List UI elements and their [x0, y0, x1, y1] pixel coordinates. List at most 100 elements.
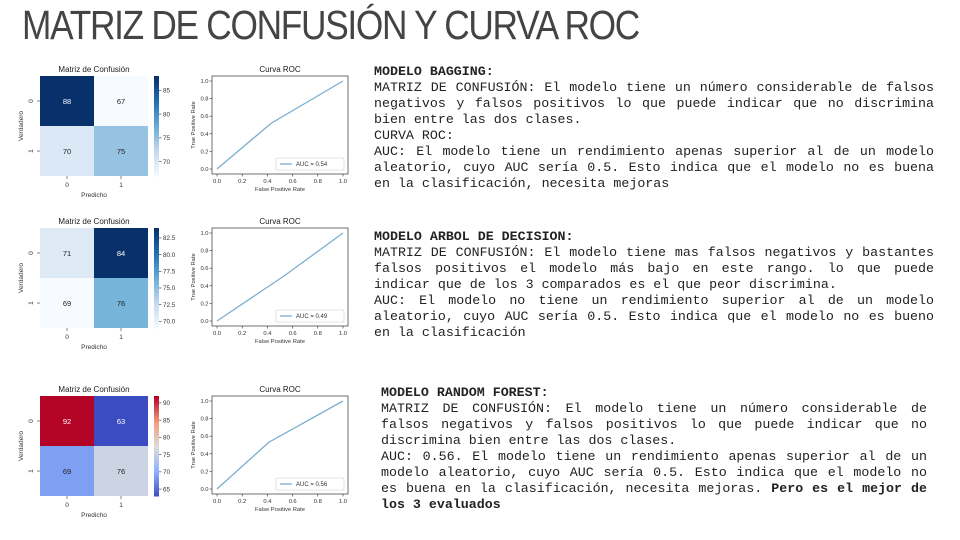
heatmap-cell: [94, 228, 148, 278]
roc-x-tick-label: 0.8: [314, 499, 322, 505]
colorbar-segment: [154, 426, 159, 429]
colorbar-segment: [154, 132, 159, 135]
roc-x-tick-label: 0.2: [238, 499, 246, 505]
colorbar-segment: [154, 138, 159, 141]
colorbar-segment: [154, 418, 159, 421]
roc-y-tick-label: 0.8: [200, 249, 208, 255]
colorbar-segment: [154, 104, 159, 107]
colorbar-segment: [154, 80, 159, 83]
bagging-description: MODELO BAGGING: MATRIZ DE CONFUSIÓN: El …: [374, 64, 934, 192]
colorbar-segment: [154, 396, 159, 399]
colorbar-segment: [154, 236, 159, 239]
colorbar-segment: [154, 484, 159, 487]
roc-curve-line: [216, 80, 344, 170]
roc-y-tick-label: 1.0: [200, 79, 208, 85]
colorbar-segment: [154, 482, 159, 485]
decision-tree-description: MODELO ARBOL DE DECISION: MATRIZ DE CONF…: [374, 229, 934, 341]
heatmap-ylabel: Verdadero: [18, 431, 25, 461]
heatmap-value: 75: [117, 147, 125, 156]
colorbar-segment: [154, 306, 159, 309]
colorbar-segment: [154, 422, 159, 425]
colorbar-segment: [154, 136, 159, 139]
random-forest-heading: MODELO RANDOM FOREST:: [381, 385, 549, 400]
colorbar-segment: [154, 154, 159, 157]
heatmap-title: Matriz de Confusión: [58, 385, 129, 394]
colorbar-segment: [154, 322, 159, 325]
colorbar-segment: [154, 272, 159, 275]
roc-xlabel: False Positive Rate: [255, 187, 305, 193]
colorbar-segment: [154, 106, 159, 109]
colorbar-segment: [154, 96, 159, 99]
roc-curve-bagging: Curva ROC 0.0 0.2 0.4 0.6 0.8 1.0 0.0 0.2 0.4 0.6 0…: [190, 62, 360, 210]
colorbar-segment: [154, 100, 159, 103]
random-forest-auc-text: AUC: 0.56. El modelo tiene un rendimient…: [381, 449, 927, 513]
colorbar-segment: [154, 302, 159, 305]
roc-x-tick-label: 0.6: [289, 331, 297, 337]
colorbar-segment: [154, 156, 159, 159]
colorbar-segment: [154, 432, 159, 435]
colorbar-segment: [154, 118, 159, 121]
colorbar-segment: [154, 116, 159, 119]
colorbar-segment: [154, 308, 159, 311]
colorbar-tick-label: 85: [163, 417, 171, 424]
colorbar-segment: [154, 110, 159, 113]
bagging-auc-text: AUC: El modelo tiene un rendimiento apen…: [374, 144, 934, 191]
decision-tree-matrix-text: MATRIZ DE CONFUSIÓN: El modelo tiene mas…: [374, 245, 934, 292]
roc-plot-frame: [211, 75, 349, 175]
colorbar-segment: [154, 428, 159, 431]
heatmap-cell: [40, 446, 94, 496]
colorbar-segment: [154, 148, 159, 151]
colorbar-segment: [154, 170, 159, 173]
colorbar-segment: [154, 478, 159, 481]
colorbar-segment: [154, 252, 159, 255]
roc-y-tick-label: 0.6: [200, 266, 208, 272]
heatmap-y-tick-label: 0: [28, 99, 35, 103]
colorbar-segment: [154, 150, 159, 153]
heatmap-x-tick-label: 1: [119, 334, 123, 341]
colorbar-segment: [154, 398, 159, 401]
colorbar-segment: [154, 464, 159, 467]
colorbar-segment: [154, 424, 159, 427]
colorbar-segment: [154, 414, 159, 417]
colorbar-segment: [154, 404, 159, 407]
roc-curve-random-forest: Curva ROC 0.0 0.2 0.4 0.6 0.8 1.0 0.0 0.2 0.4 0.6 0…: [190, 382, 360, 530]
slide-title: MATRIZ DE CONFUSIÓN Y CURVA ROC: [22, 2, 640, 48]
colorbar-segment: [154, 288, 159, 291]
roc-y-tick-label: 0.6: [200, 114, 208, 120]
colorbar-segment: [154, 152, 159, 155]
heatmap-x-tick-label: 1: [119, 182, 123, 189]
heatmap-x-tick-label: 0: [65, 502, 69, 509]
colorbar-segment: [154, 402, 159, 405]
roc-legend-box: [275, 477, 345, 491]
roc-y-tick-label: 0.4: [200, 284, 209, 290]
heatmap-y-tick-label: 1: [28, 469, 35, 473]
heatmap-cell: [40, 126, 94, 176]
colorbar-segment: [154, 168, 159, 171]
colorbar-segment: [154, 300, 159, 303]
colorbar-segment: [154, 146, 159, 149]
colorbar-segment: [154, 416, 159, 419]
colorbar-segment: [154, 158, 159, 161]
roc-xlabel: False Positive Rate: [255, 339, 305, 345]
colorbar-segment: [154, 438, 159, 441]
colorbar-segment: [154, 266, 159, 269]
colorbar-segment: [154, 172, 159, 175]
colorbar-segment: [154, 262, 159, 265]
colorbar-segment: [154, 242, 159, 245]
heatmap-svg: Matriz de Confusión 71 84 69 76 0 1 0 1 Predicho V…: [18, 217, 176, 351]
colorbar-segment: [154, 162, 159, 165]
roc-svg: Curva ROC 0.0 0.2 0.4 0.6 0.8 1.0 0.0 0.2 0.4 0.6 0…: [191, 385, 349, 513]
colorbar-segment: [154, 442, 159, 445]
confusion-matrix-bagging: Matriz de Confusión 88 67 70 75 0 1 0 1 Predicho V…: [14, 62, 184, 210]
colorbar-tick-label: 70: [163, 159, 171, 166]
roc-title: Curva ROC: [259, 217, 301, 226]
heatmap-cell: [40, 228, 94, 278]
colorbar-segment: [154, 122, 159, 125]
heatmap-svg: Matriz de Confusión 92 63 69 76 0 1 0 1 Predicho V…: [18, 385, 171, 519]
colorbar-segment: [154, 408, 159, 411]
colorbar-segment: [154, 280, 159, 283]
roc-title: Curva ROC: [259, 385, 301, 394]
roc-y-tick-label: 0.2: [200, 149, 208, 155]
colorbar-segment: [154, 112, 159, 115]
heatmap-x-tick-label: 0: [65, 182, 69, 189]
